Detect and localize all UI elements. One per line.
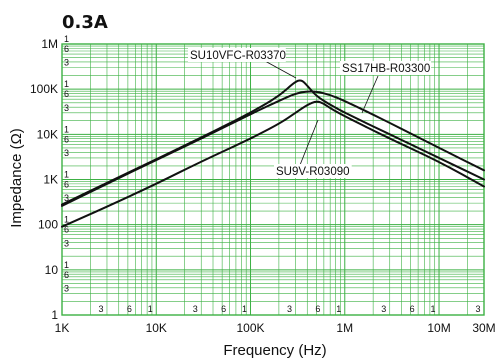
- x-minor-tick-label: 3: [193, 304, 198, 314]
- y-minor-tick-label: 1: [64, 260, 69, 270]
- x-axis-label: Frequency (Hz): [223, 342, 326, 359]
- x-minor-tick-label: 3: [475, 304, 480, 314]
- x-tick-label: 1K: [55, 321, 70, 335]
- y-tick-label: 1K: [43, 173, 58, 187]
- y-tick-label: 10K: [37, 127, 58, 141]
- series-line: [61, 100, 485, 228]
- series-curves: [61, 79, 485, 228]
- y-minor-tick-label: 3: [64, 193, 69, 203]
- y-minor-tick-label: 6: [64, 225, 69, 235]
- x-minor-tick-label: 6: [221, 304, 226, 314]
- y-minor-tick-label: 6: [64, 89, 69, 99]
- y-axis-label: Impedance (Ω): [8, 128, 25, 228]
- x-tick-label: 100K: [236, 321, 264, 335]
- series-annotation: SS17HB-R03300: [342, 63, 430, 75]
- annotation-leader-line: [299, 119, 319, 166]
- x-minor-tick-label: 1: [336, 304, 341, 314]
- y-tick-label: 1: [51, 308, 58, 322]
- y-minor-tick-label: 3: [64, 283, 69, 293]
- y-minor-tick-label: 3: [64, 148, 69, 158]
- y-minor-tick-label: 1: [64, 34, 69, 44]
- grid: [61, 43, 485, 316]
- annotation-background: [274, 164, 352, 178]
- x-tick-label: 10M: [427, 321, 450, 335]
- y-minor-tick-label: 1: [64, 79, 69, 89]
- x-minor-tick-label: 1: [148, 304, 153, 314]
- y-minor-tick-label: 6: [64, 270, 69, 280]
- x-minor-tick-label: 6: [315, 304, 320, 314]
- y-minor-tick-label: 6: [64, 180, 69, 190]
- annotation-leader-line: [361, 75, 379, 114]
- x-minor-tick-label: 1: [431, 304, 436, 314]
- x-minor-tick-label: 3: [287, 304, 292, 314]
- y-minor-tick-label: 1: [64, 215, 69, 225]
- y-minor-tick-label: 3: [64, 58, 69, 68]
- y-minor-tick-label: 1: [64, 170, 69, 180]
- y-tick-label: 10: [45, 263, 59, 277]
- series-annotation: SU10VFC-R03370: [190, 50, 286, 62]
- y-minor-tick-label: 6: [64, 44, 69, 54]
- series-annotation: SU9V-R03090: [276, 166, 350, 178]
- y-tick-label: 100K: [30, 82, 58, 96]
- x-minor-tick-label: 1: [242, 304, 247, 314]
- y-minor-tick-label: 3: [64, 103, 69, 113]
- x-minor-tick-label: 6: [127, 304, 132, 314]
- annotation-background: [340, 61, 432, 75]
- x-minor-tick-label: 3: [381, 304, 386, 314]
- x-tick-label: 1M: [336, 321, 353, 335]
- x-minor-tick-label: 3: [98, 304, 103, 314]
- x-minor-tick-label: 6: [410, 304, 415, 314]
- annotation-background: [188, 48, 286, 62]
- y-tick-label: 1M: [41, 37, 58, 51]
- y-minor-tick-label: 3: [64, 238, 69, 248]
- y-minor-tick-label: 1: [64, 124, 69, 134]
- chart-title: 0.3A: [62, 12, 108, 33]
- series-line: [61, 90, 485, 207]
- annotation-leader-line: [264, 60, 297, 79]
- series-annotations: SU10VFC-R03370 SS17HB-R03300 SU9V-R03090: [188, 48, 432, 178]
- x-tick-label: 10K: [146, 321, 167, 335]
- y-minor-tick-label: 6: [64, 134, 69, 144]
- y-tick-label: 100: [38, 218, 58, 232]
- x-tick-label: 30M: [472, 321, 495, 335]
